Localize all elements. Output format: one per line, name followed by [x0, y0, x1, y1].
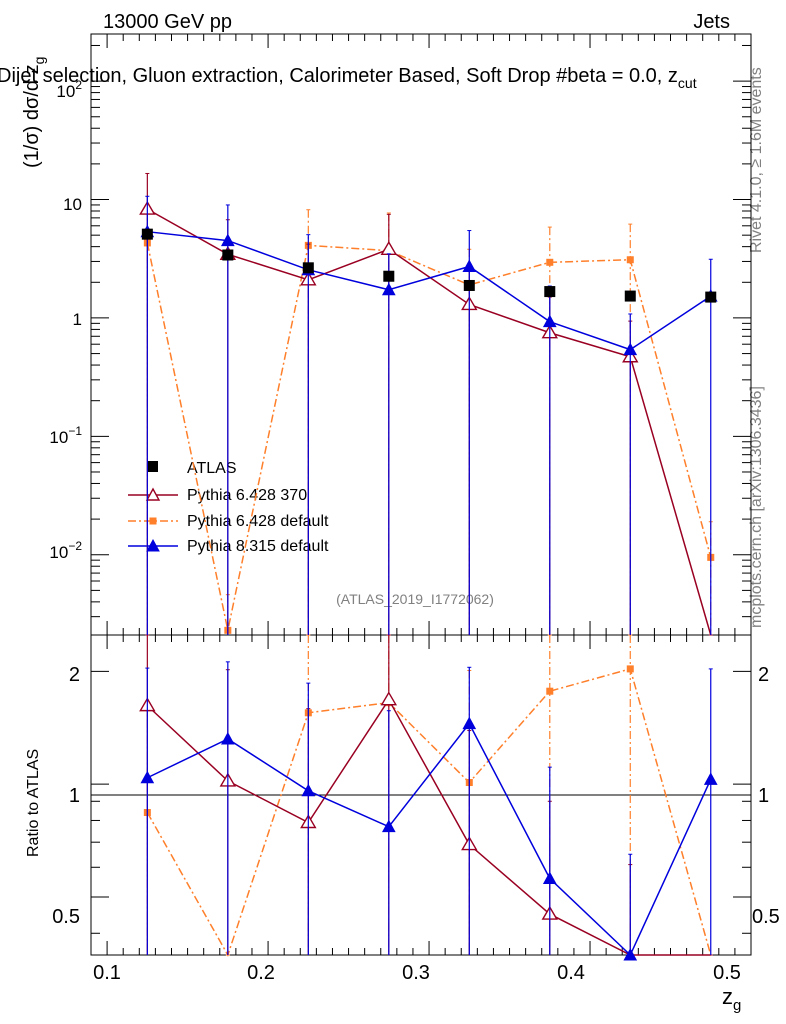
series-layer — [139, 172, 718, 961]
legend-marker-atlas — [147, 461, 158, 472]
rivet-label: Rivet 4.1.0, ≥ 1.6M events — [748, 67, 765, 253]
main-ytick-label-0p1: 10−1 — [49, 424, 82, 447]
atlas-marker-main — [705, 291, 717, 303]
category-label: Jets — [693, 11, 730, 33]
p8-def-ratio-series — [140, 661, 718, 961]
plot-title-subscript: cut — [678, 75, 697, 91]
main-ytick-label-1: 1 — [73, 310, 82, 329]
plot-title-text: Dijet selection, Gluon extraction, Calor… — [0, 65, 678, 87]
legend-marker-p6-370 — [145, 487, 161, 501]
p8-def-marker-ratio — [703, 772, 718, 785]
main-y-label-subscript: g — [31, 57, 47, 65]
ytick-exponent: −1 — [68, 424, 82, 438]
ratio-ytick-label-right-1: 1 — [758, 785, 769, 807]
svg-text:10−2: 10−2 — [49, 539, 82, 562]
legend-label-p6-def: Pythia 6.428 default — [187, 513, 329, 530]
atlas-marker-main — [624, 290, 636, 302]
p6-def-marker-ratio — [546, 687, 554, 695]
ytick-base: 10 — [49, 428, 68, 447]
p8-def-marker-ratio — [301, 783, 316, 797]
ratio-ytick-label-1: 1 — [69, 785, 80, 807]
plot-title: Dijet selection, Gluon extraction, Calor… — [0, 65, 697, 91]
atlas-marker-main — [222, 249, 234, 261]
x-label-subscript: g — [733, 997, 741, 1014]
legend-label-p6-370: Pythia 6.428 370 — [187, 487, 307, 504]
atlas-marker-main — [141, 228, 153, 240]
xtick-label-0p3: 0.3 — [402, 962, 430, 984]
p8-def-marker-main — [623, 342, 638, 356]
p8-def-main-line — [147, 230, 712, 351]
p8-def-marker-main — [462, 259, 477, 272]
p8-def-marker-ratio — [381, 819, 396, 833]
p6-def-main-line — [146, 242, 712, 631]
xtick-label-0p2: 0.2 — [247, 962, 275, 984]
legend-marker-p6-def — [149, 517, 157, 525]
p8-def-marker-ratio — [140, 770, 155, 784]
main-ytick-label-100: 102 — [56, 78, 82, 101]
analysis-tag: (ATLAS_2019_I1772062) — [336, 591, 494, 607]
x-label-text: z — [722, 984, 733, 1009]
main-y-label-text: (1/σ) dσ/d z — [21, 64, 43, 168]
p8-def-marker-main — [542, 314, 557, 328]
p8-def-marker-ratio — [220, 731, 235, 745]
p6-def-marker-main — [546, 258, 554, 266]
p6-370-marker-ratio — [380, 691, 398, 706]
p8-def-marker-main — [220, 233, 235, 247]
ytick-exponent: −2 — [68, 539, 82, 553]
x-label: zg — [722, 984, 741, 1014]
atlas-main-series — [141, 228, 717, 303]
ratio-ytick-label-right-0p5: 0.5 — [752, 906, 780, 928]
p6-def-marker-ratio — [626, 665, 634, 673]
xtick-label-0p5: 0.5 — [713, 962, 741, 984]
p8-def-main-series — [140, 195, 718, 635]
p8-def-ratio-line — [147, 722, 712, 957]
ratio-ytick-label-2: 2 — [69, 664, 80, 686]
p6-370-main-line — [146, 208, 712, 636]
atlas-marker-main — [463, 279, 475, 291]
xtick-label-0p1: 0.1 — [93, 962, 121, 984]
p8-def-marker-ratio — [623, 947, 638, 961]
energy-label: 13000 GeV pp — [103, 11, 232, 33]
axis-ticks — [90, 34, 752, 955]
svg-text:10−1: 10−1 — [49, 424, 82, 447]
p6-370-marker-main — [380, 240, 398, 255]
ratio-ytick-label-0p5: 0.5 — [52, 906, 80, 928]
legend-label-atlas: ATLAS — [187, 460, 237, 477]
ytick-base: 10 — [49, 543, 68, 562]
legend-marker-p8-def — [146, 538, 160, 552]
p8-def-marker-ratio — [462, 716, 477, 730]
atlas-marker-main — [302, 262, 314, 274]
xtick-label-0p4: 0.4 — [557, 962, 585, 984]
legend: ATLAS Pythia 6.428 370 Pythia 6.428 defa… — [128, 460, 329, 555]
p8-def-marker-ratio — [542, 871, 557, 885]
ytick-exponent: 2 — [75, 78, 82, 92]
ratio-y-label: Ratio to ATLAS — [25, 749, 42, 857]
atlas-marker-main — [544, 286, 556, 298]
main-ytick-label-10: 10 — [63, 195, 82, 214]
ytick-base: 10 — [56, 82, 75, 101]
legend-label-p8-def: Pythia 8.315 default — [187, 538, 329, 555]
ratio-ytick-label-right-2: 2 — [758, 664, 769, 686]
p6-def-main-series — [143, 206, 715, 635]
p6-def-marker-main — [626, 256, 634, 264]
p8-def-marker-main — [381, 282, 396, 296]
p6-def-ratio-line — [146, 667, 712, 957]
p6-370-ratio-line — [146, 698, 711, 956]
main-y-label: (1/σ) dσ/d zg — [21, 57, 47, 168]
svg-text:102: 102 — [56, 78, 82, 101]
main-ytick-label-0p01: 10−2 — [49, 539, 82, 562]
mcplots-label: mcplots.cern.ch [arXiv:1306.3436] — [748, 386, 765, 628]
atlas-marker-main — [383, 270, 395, 282]
